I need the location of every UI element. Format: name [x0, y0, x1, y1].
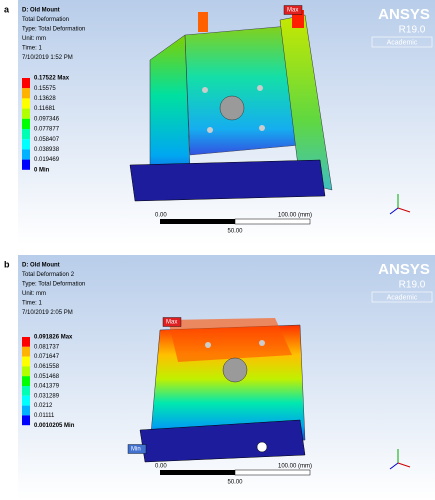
logo-edition: Academic	[387, 39, 418, 46]
max-tag-box	[283, 5, 303, 15]
axis-x	[397, 462, 411, 468]
info-line: Time: 1	[22, 46, 42, 52]
scale-end: 100.00 (mm)	[278, 213, 312, 219]
info-line: 7/10/2019 2:05 PM	[22, 310, 73, 316]
min-tag: Min	[131, 447, 141, 453]
legend-band	[22, 129, 30, 140]
info-line: Total Deformation	[22, 17, 69, 23]
scale-start: 0.00	[155, 464, 167, 470]
legend-label: 0.11681	[34, 106, 56, 112]
panel-label: a	[4, 4, 10, 14]
scale-mid: 50.00	[227, 229, 243, 235]
legend-label: 0.077877	[34, 127, 60, 133]
legend-label: 0.058407	[34, 137, 60, 143]
legend-band	[22, 139, 30, 150]
legend-band	[22, 98, 30, 109]
max-tag-box	[162, 317, 182, 327]
scale-end: 100.00 (mm)	[278, 464, 312, 470]
model-a	[129, 10, 333, 202]
legend-label: 0.0010205 Min	[34, 423, 75, 429]
legend-label: 0.031289	[34, 393, 60, 399]
scale-bar-black	[160, 470, 235, 475]
max-tag: Max	[166, 320, 177, 326]
legend-label: 0.097346	[34, 116, 60, 122]
legend-band	[22, 356, 30, 367]
legend-label: 0.041379	[34, 384, 60, 390]
logo-edition: Academic	[387, 294, 418, 301]
info-line: Total Deformation 2	[22, 272, 75, 278]
legend-label: 0.019469	[34, 157, 60, 163]
max-tag: Max	[287, 8, 298, 14]
logo-box	[371, 291, 433, 303]
min-tag-box	[127, 444, 147, 454]
legend-band	[22, 395, 30, 406]
scale-bar-black	[160, 219, 235, 224]
logo-name: ANSYS	[378, 261, 430, 278]
info-line: Type: Total Deformation	[22, 27, 85, 33]
legend-band	[22, 78, 30, 89]
axis-z	[389, 207, 399, 215]
legend-band	[22, 149, 30, 160]
legend-label: 0.15575	[34, 86, 56, 92]
scale-bar-white	[234, 218, 311, 225]
legend-band	[22, 118, 30, 129]
legend-band	[22, 366, 30, 377]
logo-release: R19.0	[399, 280, 426, 291]
legend-label: 0.0212	[34, 403, 53, 409]
legend-label: 0.038938	[34, 147, 60, 153]
logo-name: ANSYS	[378, 6, 430, 23]
info-line: Unit: mm	[22, 291, 46, 297]
legend-band	[22, 108, 30, 119]
legend-label: 0.17522 Max	[34, 76, 70, 82]
info-line: D: Old Mount	[22, 263, 60, 269]
info-line: Type: Total Deformation	[22, 282, 85, 288]
legend-label: 0.081737	[34, 344, 60, 350]
axis-z	[389, 462, 399, 470]
info-line: Time: 1	[22, 301, 42, 307]
legend-band	[22, 337, 30, 347]
logo-release: R19.0	[399, 25, 426, 36]
legend-label: 0.061558	[34, 364, 60, 370]
legend-band	[22, 376, 30, 386]
info-line: D: Old Mount	[22, 8, 60, 14]
scale-mid: 50.00	[227, 480, 243, 486]
logo-box	[371, 36, 433, 48]
info-line: Unit: mm	[22, 36, 46, 42]
legend-label: 0.091826 Max	[34, 335, 73, 341]
legend-band	[22, 405, 30, 416]
scale-bar-white	[234, 469, 311, 476]
legend-label: 0.051468	[34, 374, 60, 380]
legend-band	[22, 386, 30, 396]
legend-band	[22, 159, 30, 170]
legend-label: 0 Min	[34, 167, 50, 173]
scale-start: 0.00	[155, 213, 167, 219]
legend-band	[22, 88, 30, 99]
legend-label: 0.01111	[34, 413, 55, 419]
panel-label: b	[4, 259, 10, 269]
legend-band	[22, 346, 30, 357]
info-line: 7/10/2019 1:52 PM	[22, 55, 73, 61]
legend-band	[22, 415, 30, 426]
legend-label: 0.071647	[34, 354, 60, 360]
model-b	[139, 318, 306, 463]
axis-x	[397, 207, 411, 213]
legend-label: 0.13628	[34, 96, 56, 102]
